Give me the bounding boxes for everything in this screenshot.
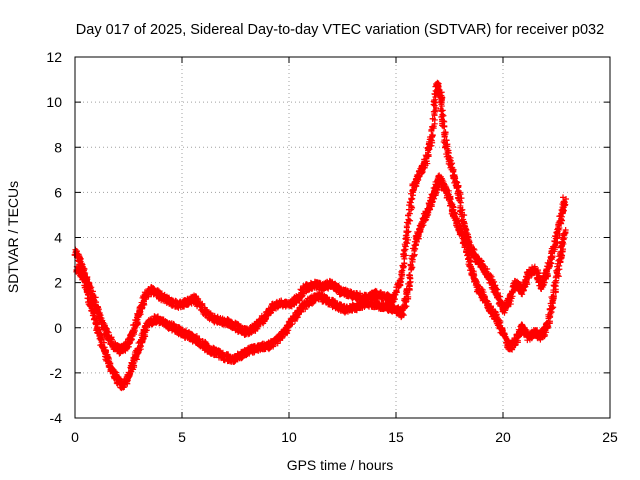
- data-point-marker: [549, 250, 556, 257]
- data-point-marker: [458, 195, 465, 202]
- data-point-marker: [129, 361, 136, 368]
- data-point-marker: [561, 198, 568, 205]
- data-point-marker: [548, 254, 555, 261]
- data-point-marker: [543, 268, 550, 275]
- y-tick-label: 12: [46, 49, 62, 65]
- data-point-marker: [431, 99, 438, 106]
- data-point-marker: [558, 213, 565, 220]
- data-point-marker: [397, 277, 404, 284]
- y-axis-label: SDTVAR / TECUs: [5, 181, 21, 293]
- data-point-marker: [472, 251, 479, 258]
- data-point-marker: [422, 158, 429, 165]
- data-point-marker: [408, 196, 415, 203]
- data-point-marker: [409, 204, 416, 211]
- data-point-marker: [427, 143, 434, 150]
- data-point-marker: [406, 210, 413, 217]
- data-point-marker: [541, 276, 548, 283]
- data-point-marker: [267, 307, 274, 314]
- data-point-marker: [101, 339, 108, 346]
- data-point-marker: [433, 105, 440, 112]
- data-point-marker: [104, 354, 111, 361]
- data-point-marker: [397, 278, 404, 285]
- data-point-marker: [404, 240, 411, 247]
- y-tick-label: 10: [46, 94, 62, 110]
- data-point-marker: [425, 146, 432, 153]
- data-point-marker: [130, 329, 137, 336]
- chart-title: Day 017 of 2025, Sidereal Day-to-day VTE…: [76, 22, 604, 38]
- series-upper-track: [71, 79, 570, 357]
- data-point-marker: [437, 94, 444, 101]
- data-point-marker: [553, 239, 560, 246]
- data-point-marker: [538, 282, 545, 289]
- grid-lines: [75, 57, 610, 418]
- data-point-marker: [96, 311, 103, 318]
- x-tick-label: 5: [178, 429, 186, 445]
- data-point-marker: [461, 212, 468, 219]
- data-point-marker: [431, 120, 438, 127]
- data-points: [71, 79, 570, 392]
- data-point-marker: [440, 123, 447, 130]
- data-point-marker: [99, 317, 106, 324]
- data-point-marker: [535, 270, 542, 277]
- data-point-marker: [393, 287, 400, 294]
- data-point-marker: [560, 199, 567, 206]
- data-point-marker: [440, 129, 447, 136]
- data-point-marker: [429, 131, 436, 138]
- data-point-marker: [441, 133, 448, 140]
- x-tick-label: 10: [281, 429, 297, 445]
- data-point-marker: [403, 224, 410, 231]
- data-point-marker: [460, 216, 467, 223]
- data-point-marker: [193, 335, 200, 342]
- x-tick-label: 25: [602, 429, 618, 445]
- x-tick-label: 0: [71, 429, 79, 445]
- data-point-marker: [463, 227, 470, 234]
- series-lower-track: [73, 172, 569, 392]
- data-point-marker: [554, 234, 561, 241]
- data-point-marker: [154, 313, 161, 320]
- x-tick-label: 15: [388, 429, 404, 445]
- data-point-marker: [402, 252, 409, 259]
- data-point-marker: [409, 188, 416, 195]
- data-point-marker: [486, 273, 493, 280]
- data-point-marker: [141, 301, 148, 308]
- y-tick-label: 8: [54, 139, 62, 155]
- data-point-marker: [399, 271, 406, 278]
- x-tick-label: 20: [495, 429, 511, 445]
- data-point-marker: [79, 269, 86, 276]
- y-tick-label: 2: [54, 275, 62, 291]
- data-point-marker: [404, 229, 411, 236]
- data-point-marker: [400, 247, 407, 254]
- data-point-marker: [401, 260, 408, 267]
- data-point-marker: [299, 290, 306, 297]
- data-point-marker: [430, 108, 437, 115]
- data-point-marker: [407, 199, 414, 206]
- data-point-marker: [110, 368, 117, 375]
- y-tick-label: 6: [54, 184, 62, 200]
- data-point-marker: [439, 117, 446, 124]
- data-point-marker: [425, 147, 432, 154]
- y-tick-label: 4: [54, 230, 62, 246]
- y-tick-label: 0: [54, 320, 62, 336]
- y-tick-label: -4: [50, 410, 63, 426]
- data-point-marker: [416, 172, 423, 179]
- y-tick-label: -2: [50, 365, 63, 381]
- x-axis-label: GPS time / hours: [287, 457, 394, 473]
- data-point-marker: [429, 115, 436, 122]
